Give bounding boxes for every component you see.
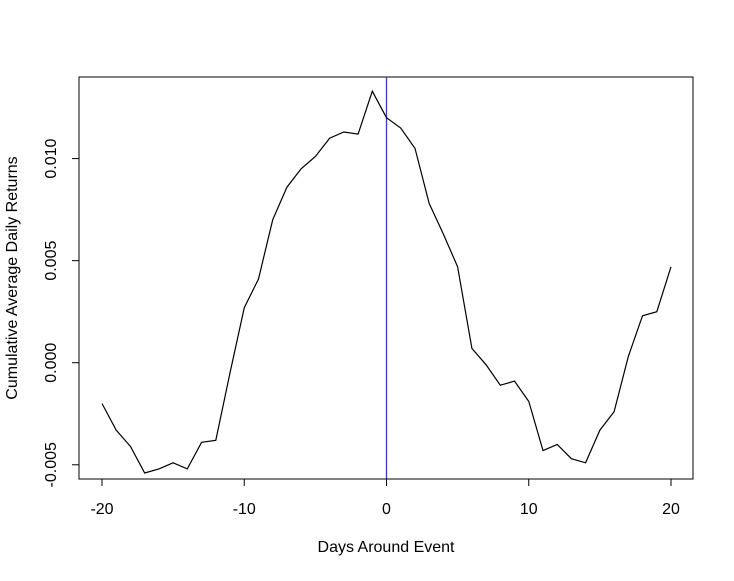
x-axis: -20 -10 0 10 20 [90, 478, 680, 518]
series-layer [101, 89, 672, 474]
y-tick-label: 0.010 [43, 138, 60, 178]
y-axis-label: Cumulative Average Daily Returns [4, 156, 21, 399]
x-tick-label: 0 [382, 501, 391, 518]
y-tick-label: 0.000 [43, 343, 60, 383]
y-tick-label: 0.005 [43, 241, 60, 281]
x-tick-label: -20 [90, 501, 113, 518]
series-line-0 [101, 89, 672, 474]
y-tick-label: -0.005 [43, 442, 60, 487]
x-tick-label: -10 [233, 501, 256, 518]
x-tick-label: 20 [662, 501, 680, 518]
x-axis-label: Days Around Event [318, 539, 456, 556]
x-tick-label: 10 [520, 501, 538, 518]
y-axis: -0.005 0.000 0.005 0.010 [43, 138, 80, 487]
